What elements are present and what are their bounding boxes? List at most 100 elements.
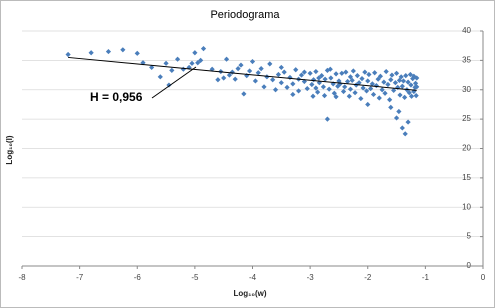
data-point xyxy=(397,92,403,98)
trendline xyxy=(68,56,417,91)
data-point xyxy=(365,78,371,84)
data-point xyxy=(328,75,334,81)
data-point xyxy=(385,81,391,88)
data-point xyxy=(402,94,408,100)
data-point xyxy=(358,95,364,102)
data-point xyxy=(326,86,332,92)
data-point xyxy=(223,56,230,62)
data-point xyxy=(320,84,326,90)
data-point xyxy=(352,90,358,96)
data-point xyxy=(174,56,181,62)
data-point xyxy=(396,108,402,115)
data-point xyxy=(344,78,351,85)
x-tick-label: -3 xyxy=(307,273,315,282)
data-point xyxy=(408,93,415,99)
data-point xyxy=(241,91,247,97)
data-point xyxy=(221,75,227,81)
y-tick-label: 25 xyxy=(462,114,471,123)
data-point xyxy=(408,82,414,88)
data-point xyxy=(399,125,405,131)
data-point xyxy=(313,85,319,91)
data-point xyxy=(315,89,321,95)
data-point xyxy=(331,90,337,96)
data-point xyxy=(290,91,296,98)
data-point xyxy=(180,66,186,72)
y-tick-label: 20 xyxy=(462,144,471,153)
data-point xyxy=(411,88,417,95)
data-point xyxy=(382,90,388,96)
data-point xyxy=(324,116,331,122)
data-point xyxy=(369,81,375,87)
annotation: H = 0,956 xyxy=(90,90,143,104)
data-point xyxy=(360,85,366,91)
data-point xyxy=(362,69,368,75)
data-point xyxy=(195,60,201,66)
data-point xyxy=(267,61,273,67)
data-point xyxy=(319,73,325,79)
data-point xyxy=(347,86,354,92)
data-point xyxy=(255,70,261,76)
annotation-connector xyxy=(151,66,197,99)
data-point xyxy=(324,67,331,73)
data-point xyxy=(258,66,264,72)
data-point xyxy=(387,97,393,103)
data-point xyxy=(298,72,305,78)
data-point xyxy=(354,73,360,79)
data-point xyxy=(169,67,175,73)
x-tick-label: -2 xyxy=(364,273,372,282)
data-point xyxy=(346,93,352,99)
data-point xyxy=(272,87,279,93)
data-point xyxy=(278,80,284,86)
data-point xyxy=(388,104,394,110)
data-point xyxy=(343,69,349,75)
data-point xyxy=(400,78,407,84)
data-point xyxy=(105,48,112,55)
x-tick-label: -8 xyxy=(18,273,26,282)
data-point xyxy=(396,77,403,83)
y-tick-label: 10 xyxy=(462,202,471,211)
data-point xyxy=(270,77,276,83)
x-axis-label: Log₁₀(w) xyxy=(233,289,266,298)
data-point xyxy=(365,101,371,108)
data-point xyxy=(340,88,347,95)
data-point xyxy=(198,57,204,63)
x-tick-label: -5 xyxy=(191,273,199,282)
data-point xyxy=(313,68,319,75)
data-point xyxy=(392,80,399,86)
data-point xyxy=(356,80,362,86)
y-tick-label: 15 xyxy=(462,173,471,182)
data-point xyxy=(391,87,397,93)
data-point xyxy=(307,70,313,76)
x-tick-label: -6 xyxy=(134,273,142,282)
y-axis-label: Log₁₀(I) xyxy=(5,135,14,164)
data-point xyxy=(189,60,195,66)
data-point xyxy=(406,90,412,96)
data-point xyxy=(209,66,215,72)
data-point xyxy=(376,95,382,101)
data-point xyxy=(333,71,339,77)
data-point xyxy=(215,77,221,83)
data-point xyxy=(238,62,244,68)
x-tick-label: 0 xyxy=(481,273,486,282)
data-point xyxy=(393,115,400,121)
data-point xyxy=(366,71,372,78)
data-point xyxy=(347,74,354,80)
data-point xyxy=(372,70,378,76)
data-point xyxy=(375,76,381,82)
data-point xyxy=(335,83,341,89)
data-point xyxy=(296,88,302,94)
y-tick-label: 40 xyxy=(462,26,471,35)
x-tick-label: -7 xyxy=(76,273,84,282)
x-tick-label: -1 xyxy=(422,273,430,282)
data-point xyxy=(405,79,411,85)
data-point xyxy=(249,58,256,65)
data-point xyxy=(393,70,400,76)
data-point xyxy=(316,80,322,86)
data-point xyxy=(235,66,241,72)
data-point xyxy=(120,47,126,53)
x-tick-label: -4 xyxy=(249,273,257,282)
data-point xyxy=(275,71,282,78)
data-point xyxy=(278,64,284,71)
data-point xyxy=(333,94,339,100)
data-point xyxy=(264,74,270,80)
